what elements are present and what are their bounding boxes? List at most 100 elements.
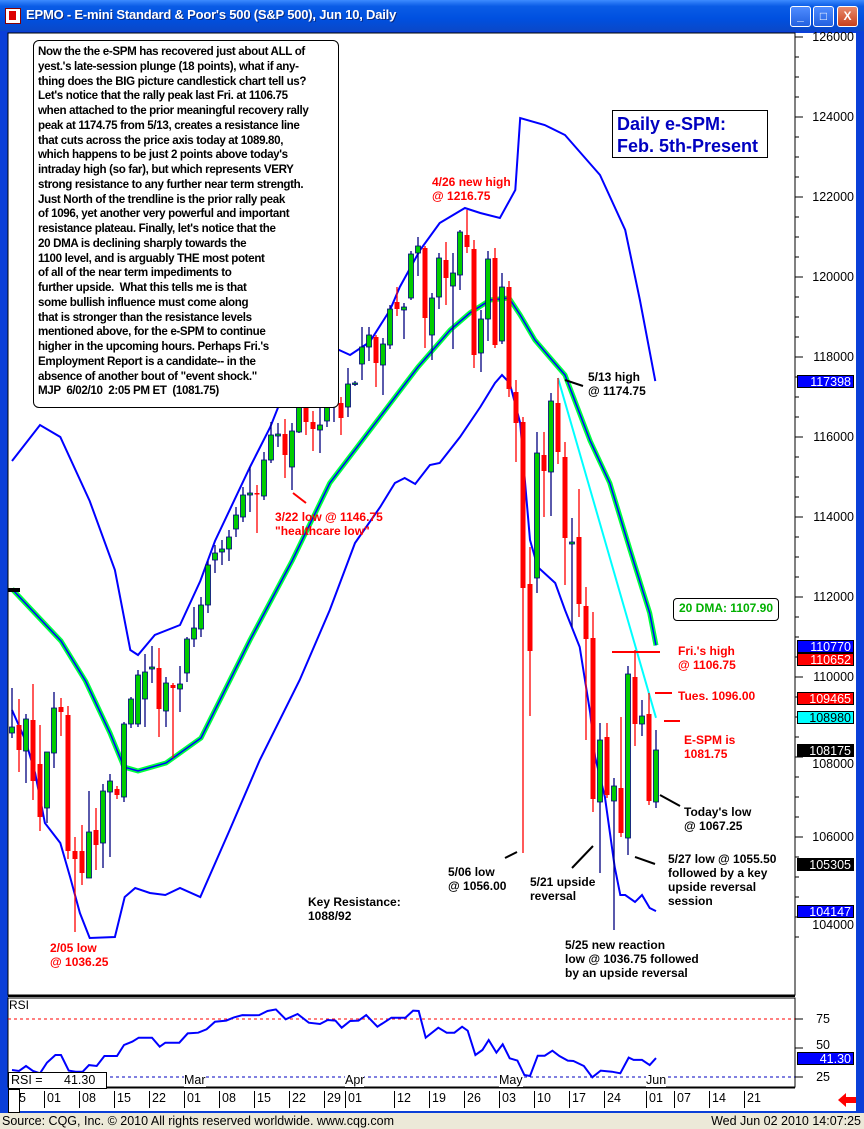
candle-down xyxy=(562,442,568,585)
scroll-left-arrow-icon[interactable] xyxy=(838,1093,856,1107)
candle-body xyxy=(492,258,498,345)
candle-up xyxy=(149,646,155,683)
price-axis-label: 112000 xyxy=(813,590,854,604)
rsi-readout-label: RSI = xyxy=(11,1073,43,1087)
candle-down xyxy=(373,335,379,387)
annotation-line: @ 1067.25 xyxy=(684,819,743,833)
candle-up xyxy=(639,700,645,736)
price-axis-label: 120000 xyxy=(812,270,854,284)
candle-down xyxy=(513,380,519,462)
commentary-box: Now the the e-SPM has recovered just abo… xyxy=(33,40,339,408)
maximize-button[interactable]: □ xyxy=(813,6,834,27)
price-axis-label: 124000 xyxy=(812,110,854,124)
candle-up xyxy=(128,697,134,728)
candle-body xyxy=(394,302,400,309)
annotation-pointer-line xyxy=(564,379,584,387)
candle-up xyxy=(177,666,183,712)
date-axis-label: 21 xyxy=(744,1091,761,1108)
candle-body xyxy=(359,346,365,365)
date-axis-label: 01 xyxy=(646,1091,663,1108)
candle-up xyxy=(44,751,50,823)
candle-body xyxy=(310,422,316,429)
minimize-button[interactable]: _ xyxy=(790,6,811,27)
candle-up xyxy=(352,381,358,386)
candle-up xyxy=(107,774,113,857)
candle-body xyxy=(226,536,232,550)
candle-body xyxy=(289,430,295,468)
source-credit: Source: CQG, Inc. © 2010 All rights rese… xyxy=(2,1114,395,1128)
candle-body xyxy=(478,318,484,354)
commentary-line: Employment Report is a candidate-- in th… xyxy=(38,354,256,368)
annotation-key-res: Key Resistance: 1088/92 xyxy=(308,895,401,923)
candle-body xyxy=(219,548,225,553)
candle-body xyxy=(212,552,218,561)
dma-label-box: 20 DMA: 1107.90 xyxy=(673,598,779,621)
date-axis-label: 15 xyxy=(254,1091,271,1108)
candle-body xyxy=(499,286,505,342)
candle-up xyxy=(436,253,442,309)
candle-body xyxy=(30,720,36,781)
candle-up xyxy=(478,310,484,372)
annotation-line: reversal xyxy=(530,889,577,903)
annotation-todays-low: Today's low @ 1067.25 xyxy=(684,805,751,833)
commentary-line: further upside. What this tells me is th… xyxy=(38,281,247,294)
candle-body xyxy=(303,403,309,422)
annotation-line: by an upside reversal xyxy=(565,966,688,980)
app-icon xyxy=(5,8,21,24)
date-axis-label: 08 xyxy=(219,1091,236,1108)
month-label: Jun xyxy=(646,1073,667,1087)
candle-down xyxy=(576,489,582,617)
candle-up xyxy=(415,237,421,276)
candle-body xyxy=(44,751,50,809)
rsi-readout-value: 41.30 xyxy=(64,1073,96,1087)
candle-up xyxy=(205,561,211,613)
annotation-line: @ 1174.75 xyxy=(588,384,646,398)
candle-up xyxy=(401,303,407,339)
commentary-line: resistance plateau. Finally, let's notic… xyxy=(38,222,276,235)
commentary-line: thing does the BIG picture candlestick c… xyxy=(38,74,307,88)
annotation-line: 5/27 low @ 1055.50 xyxy=(668,852,777,866)
lower-bollinger-band xyxy=(11,373,657,940)
annotation-line: @ 1216.75 xyxy=(432,189,491,203)
close-button[interactable]: X xyxy=(837,6,858,27)
price-marker: 104147 xyxy=(797,904,854,918)
candle-body xyxy=(429,297,435,336)
commentary-line: intraday high (so far), but which repres… xyxy=(38,163,294,176)
candle-up xyxy=(198,597,204,637)
candle-body xyxy=(261,459,267,497)
maximize-icon: □ xyxy=(819,9,828,23)
candle-body xyxy=(548,400,554,473)
candle-down xyxy=(65,706,71,859)
candle-down xyxy=(58,698,64,736)
candle-body xyxy=(205,564,211,606)
annotation-line: @ 1106.75 xyxy=(678,658,736,672)
candle-body xyxy=(65,715,71,851)
rsi-readout: RSI = 41.30 xyxy=(8,1072,107,1089)
candle-body xyxy=(457,231,463,276)
candle-body xyxy=(23,718,29,752)
candle-body xyxy=(51,707,57,754)
date-axis-label: 12 xyxy=(394,1091,411,1108)
candle-body xyxy=(555,403,561,452)
candle-body xyxy=(471,249,477,355)
candle-body xyxy=(520,422,526,588)
resistance-trendline xyxy=(557,377,657,719)
price-axis-label: 106000 xyxy=(812,830,854,844)
candle-down xyxy=(422,246,428,348)
price-marker: 108175 xyxy=(797,743,854,757)
date-axis-label: 22 xyxy=(149,1091,166,1108)
candle-body xyxy=(618,788,624,833)
candle-body xyxy=(625,673,631,839)
title-bar: EPMO - E-mini Standard & Poor's 500 (S&P… xyxy=(0,0,864,31)
rsi-line xyxy=(11,1008,657,1079)
candle-up xyxy=(51,692,57,768)
candle-up xyxy=(359,327,365,380)
candle-up xyxy=(450,253,456,349)
commentary-line: 1100 level, and is arguably THE most pot… xyxy=(38,251,265,265)
candle-down xyxy=(555,378,561,464)
candle-down xyxy=(79,825,85,885)
scroll-handle[interactable] xyxy=(8,1089,20,1113)
annotation-low-322: 3/22 low @ 1146.75 "healthcare low" xyxy=(275,510,383,538)
candle-body xyxy=(597,739,603,803)
commentary-line: mentioned above, for the e-SPM to contin… xyxy=(38,325,266,339)
